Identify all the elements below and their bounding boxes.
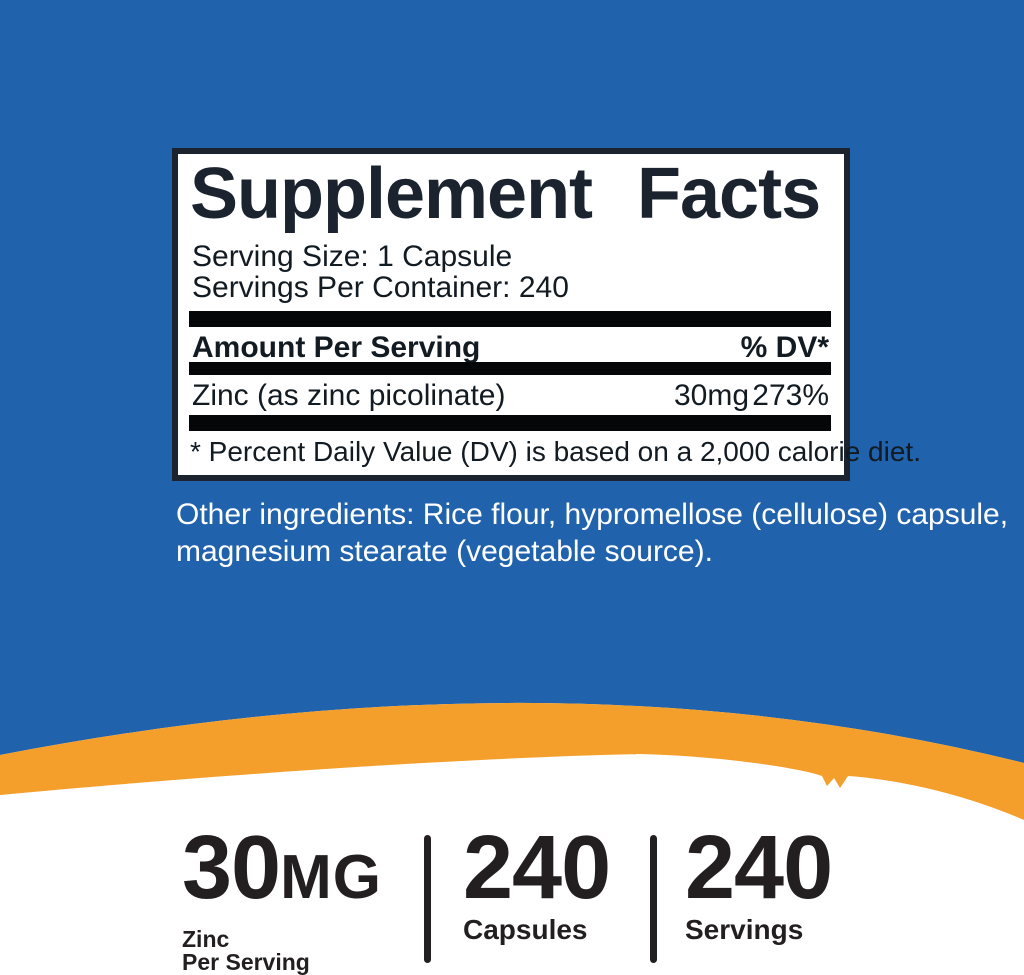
orange-wave-graphic [0, 630, 1024, 820]
supplement-facts-panel: Supplement Facts Serving Size: 1 Capsule… [172, 148, 921, 481]
orange-brush-stroke [0, 702, 1024, 820]
vertical-divider-2 [650, 835, 657, 963]
nutrient-name: Zinc (as zinc picolinate) [192, 379, 506, 412]
nutrient-amount: 30mg [674, 379, 750, 412]
amount-per-serving-header: Amount Per Serving [192, 331, 481, 364]
zinc-dose-number: 30 [182, 818, 281, 918]
capsule-count-label: Capsules [463, 914, 588, 945]
column-header-row: Amount Per Serving % DV* [189, 333, 831, 363]
dv-footnote: * Percent Daily Value (DV) is based on a… [190, 436, 921, 467]
highlight-zinc-per-serving: 30MG Zinc Per Serving [182, 823, 382, 975]
zinc-label-line2: Per Serving [182, 949, 310, 975]
vertical-divider-1 [424, 835, 431, 963]
facts-title: Supplement Facts [190, 154, 821, 234]
other-ingredients: Other ingredients: Rice flour, hypromell… [176, 496, 1009, 570]
serving-count-label: Servings [685, 914, 804, 945]
zinc-dose-unit: MG [280, 843, 382, 912]
zinc-dose-value: 30MG [182, 823, 382, 922]
separator-bar-medium [189, 362, 831, 375]
nutrient-row: Zinc (as zinc picolinate) 30mg 273% [189, 380, 831, 412]
zinc-label-line1: Zinc [182, 926, 230, 952]
serving-size: Serving Size: 1 Capsule [192, 240, 513, 273]
highlight-capsule-count: 240 Capsules [463, 818, 611, 945]
serving-count-value: 240 [685, 818, 833, 918]
nutrient-dv-percent: 273% [752, 379, 829, 412]
capsule-count-value: 240 [463, 818, 611, 918]
separator-bar-thick-bottom [189, 415, 831, 431]
highlight-serving-count: 240 Servings [685, 818, 833, 945]
blue-curve-shape [0, 630, 1024, 763]
other-ingredients-line2: magnesium stearate (vegetable source). [176, 535, 713, 568]
other-ingredients-line1: Other ingredients: Rice flour, hypromell… [176, 498, 1009, 531]
percent-dv-header: % DV* [740, 331, 829, 364]
separator-bar-thick-top [189, 311, 831, 327]
servings-per-container: Servings Per Container: 240 [192, 271, 569, 304]
